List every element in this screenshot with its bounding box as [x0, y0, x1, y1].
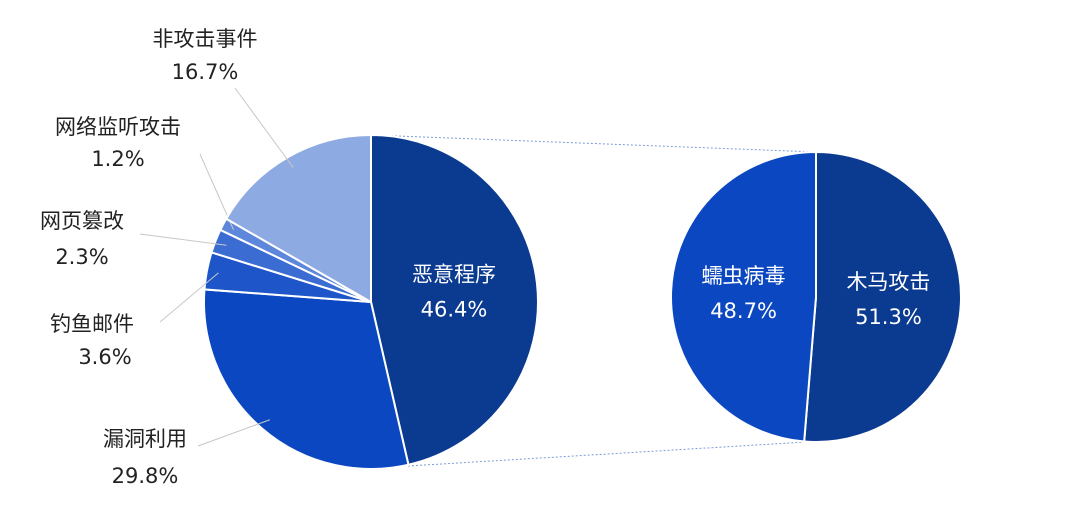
pie-slice — [370, 133, 539, 466]
connector — [407, 441, 807, 467]
slice-label: 网页篡改 — [40, 209, 124, 233]
slice-value-label: 46.4% — [421, 298, 488, 322]
slice-label: 网络监听攻击 — [55, 115, 181, 139]
slice-value-label: 1.2% — [91, 147, 144, 171]
leader-line — [234, 87, 294, 168]
slice-label: 非攻击事件 — [153, 27, 258, 51]
leader-line — [197, 419, 270, 447]
slice-label: 漏洞利用 — [103, 427, 187, 451]
slice-value-label: 2.3% — [55, 245, 108, 269]
pie-slice — [803, 150, 962, 443]
leader-line — [159, 272, 219, 323]
slice-label: 恶意程序 — [412, 263, 496, 287]
slice-value-label: 29.8% — [112, 464, 179, 488]
slice-label: 蠕虫病毒 — [702, 264, 786, 288]
leader-line — [139, 233, 227, 246]
slice-label: 钓鱼邮件 — [50, 312, 134, 336]
slice-value-label: 48.7% — [710, 299, 777, 323]
pie-slice — [669, 150, 817, 443]
pie-slice — [224, 133, 372, 304]
pie-slice — [203, 288, 410, 470]
slice-value-label: 16.7% — [172, 60, 239, 84]
slice-label: 木马攻击 — [846, 270, 930, 294]
slice-value-label: 3.6% — [78, 345, 131, 369]
slice-value-label: 51.3% — [855, 305, 922, 329]
